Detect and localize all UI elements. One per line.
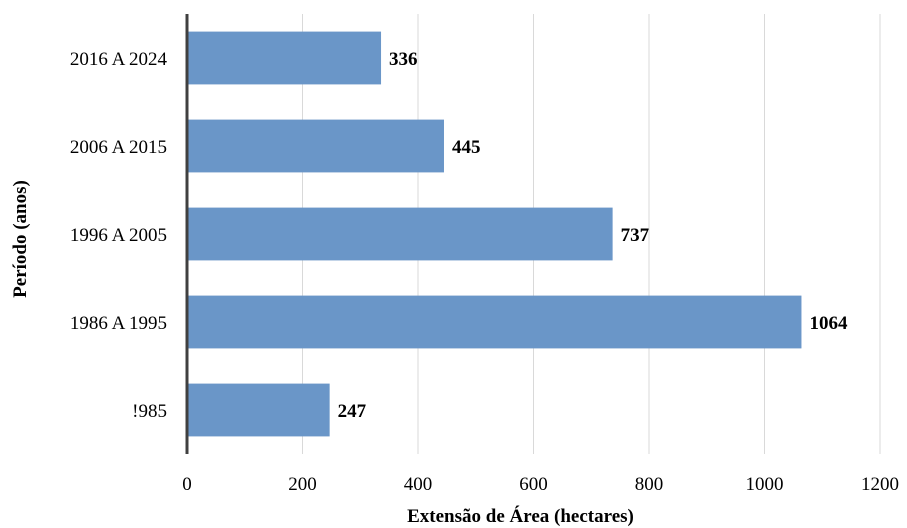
y-category-label: 2016 A 2024	[70, 49, 168, 70]
x-tick-label: 1000	[746, 474, 784, 495]
bar-value-label: 445	[452, 137, 481, 158]
bar-value-label: 1064	[809, 313, 848, 334]
bar-value-label: 737	[621, 225, 650, 246]
bar-value-label: 336	[389, 49, 418, 70]
x-axis-title: Extensão de Área (hectares)	[407, 505, 634, 527]
bar	[187, 207, 613, 261]
x-tick-label: 200	[288, 474, 317, 495]
y-category-label: 1986 A 1995	[70, 313, 167, 334]
y-category-label: 1996 A 2005	[70, 225, 167, 246]
y-axis-title: Período (anos)	[10, 180, 31, 298]
bar	[187, 119, 444, 173]
x-tick-label: 1200	[861, 474, 899, 495]
x-tick-label: 600	[519, 474, 548, 495]
x-tick-label: 400	[404, 474, 433, 495]
y-category-label: 2006 A 2015	[70, 137, 167, 158]
bar	[187, 383, 330, 437]
x-tick-label: 800	[635, 474, 664, 495]
y-category-label: !985	[132, 401, 167, 422]
bar-value-label: 247	[338, 401, 367, 422]
bar	[187, 295, 802, 349]
bar	[187, 31, 382, 85]
bars	[187, 31, 802, 437]
x-tick-label: 0	[182, 474, 192, 495]
labels: 0 200 400 600 800 1000 1200 2016 A 2024 336 2006 …	[70, 49, 899, 495]
